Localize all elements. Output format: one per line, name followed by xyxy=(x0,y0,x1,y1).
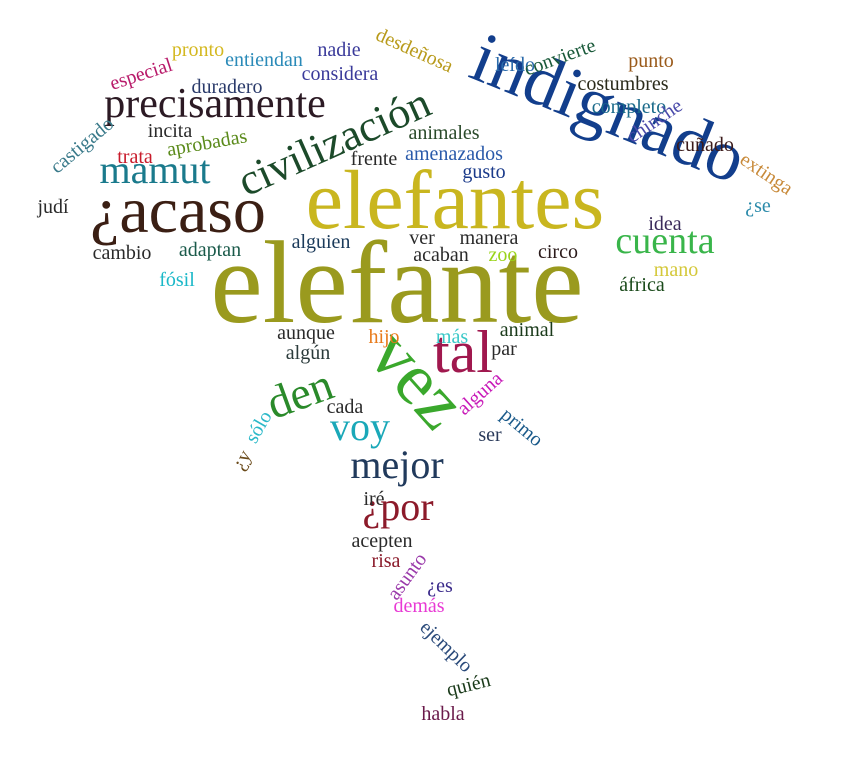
cloud-word: ¿por xyxy=(362,484,433,529)
cloud-word: animales xyxy=(408,122,479,144)
cloud-word: demás xyxy=(393,595,444,617)
cloud-word: acaban xyxy=(413,244,469,266)
cloud-word: habla xyxy=(421,703,464,725)
cloud-word: cuñado xyxy=(676,134,734,156)
cloud-word: animal xyxy=(500,319,555,341)
cloud-word: duradero xyxy=(191,76,262,98)
cloud-word: cambio xyxy=(93,242,152,264)
cloud-word: entiendan xyxy=(225,49,303,71)
cloud-word: acepten xyxy=(351,530,412,552)
cloud-word: voy xyxy=(330,404,390,449)
cloud-word: ¿es xyxy=(427,575,453,597)
cloud-word: más xyxy=(436,326,468,348)
cloud-word: extinga xyxy=(736,148,797,199)
cloud-word: ¿y xyxy=(228,446,256,473)
cloud-word: aunque xyxy=(277,322,335,344)
cloud-word: idea xyxy=(648,213,681,235)
cloud-word: ¿se xyxy=(745,195,771,217)
cloud-word: mano xyxy=(654,259,698,281)
cloud-word: mejor xyxy=(350,442,443,487)
cloud-word: par xyxy=(491,338,517,360)
cloud-word: áfrica xyxy=(619,274,665,296)
cloud-word: ser xyxy=(478,424,502,446)
cloud-word: cuenta xyxy=(615,220,714,262)
cloud-word: judí xyxy=(36,196,69,218)
cloud-word: pronto xyxy=(172,39,224,61)
cloud-word: amenazados xyxy=(405,143,503,165)
cloud-word: cada xyxy=(327,396,364,418)
cloud-word: desdeñosa xyxy=(372,24,456,78)
cloud-word: gusto xyxy=(462,161,505,183)
cloud-word: elefantes xyxy=(306,154,604,247)
cloud-word: completo xyxy=(592,96,666,118)
cloud-word: fósil xyxy=(159,269,195,291)
cloud-word: quién xyxy=(444,669,492,701)
cloud-word: mamut xyxy=(99,147,210,192)
cloud-word: costumbres xyxy=(577,73,668,95)
cloud-word: nadie xyxy=(317,39,360,61)
cloud-word: zoo xyxy=(489,244,518,266)
cloud-word: punto xyxy=(628,50,674,72)
cloud-word: alguien xyxy=(292,231,351,253)
cloud-word: adaptan xyxy=(179,239,241,261)
cloud-word: frente xyxy=(351,148,398,170)
cloud-word: incita xyxy=(148,120,193,142)
cloud-word: ¿acaso xyxy=(90,174,266,247)
cloud-word: algún xyxy=(286,342,330,364)
cloud-word: leído xyxy=(495,54,535,76)
cloud-word: manera xyxy=(460,227,519,249)
cloud-word: elefante xyxy=(210,217,583,348)
cloud-word: considera xyxy=(302,63,379,85)
cloud-word: precisamente xyxy=(104,81,326,127)
cloud-word: tal xyxy=(433,319,493,385)
cloud-word: ejemplo xyxy=(415,616,477,677)
cloud-word: hijo xyxy=(368,326,399,348)
cloud-word: iré xyxy=(363,488,384,510)
cloud-word: primo xyxy=(496,404,547,452)
cloud-word: ver xyxy=(409,227,435,249)
cloud-word: circo xyxy=(538,241,578,263)
cloud-word: risa xyxy=(372,550,401,572)
cloud-word: trata xyxy=(117,146,153,168)
